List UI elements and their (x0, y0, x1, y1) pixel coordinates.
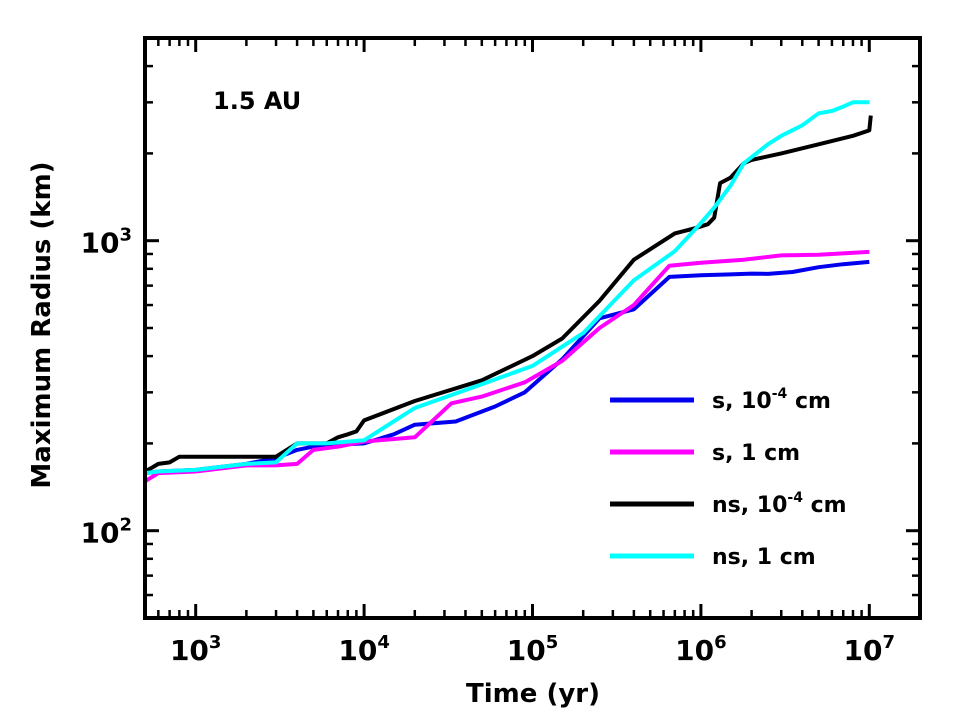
series-line-4 (144, 100, 870, 476)
x-tick-label: 104 (338, 632, 390, 667)
legend-label-1: s, 10-4 cm (712, 386, 831, 414)
legend-label-4: ns, 1 cm (712, 545, 816, 570)
series-layer (143, 100, 873, 484)
legend-label-3: ns, 10-4 cm (712, 490, 847, 518)
y-tick-label: 103 (81, 225, 133, 260)
series-line-2 (143, 249, 870, 484)
x-tick-label: 105 (507, 632, 559, 667)
x-tick-label: 106 (675, 632, 727, 667)
location-annotation: 1.5 AU (213, 87, 301, 115)
legend-label-2: s, 1 cm (712, 441, 800, 466)
y-tick-label: 102 (81, 515, 133, 550)
x-axis-label: Time (yr) (466, 679, 600, 709)
plot-frame (143, 36, 922, 620)
tick-label-layer: 103 104 105 106 107 102 103 (81, 225, 896, 667)
legend: s, 10-4 cm s, 1 cm ns, 10-4 cm ns, 1 cm (610, 386, 847, 570)
x-tick-label: 107 (844, 632, 896, 667)
x-tick-label: 103 (170, 632, 222, 667)
y-axis-label: Maximum Radius (km) (27, 161, 57, 488)
